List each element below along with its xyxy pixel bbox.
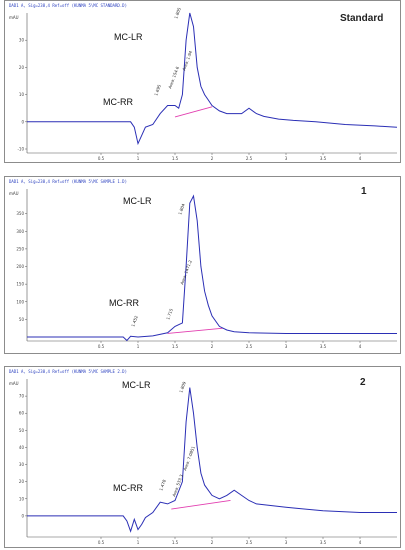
rt-annotation: 1.804 (177, 202, 186, 215)
y-tick-label: 0 (21, 513, 24, 518)
y-tick-label: 100 (16, 299, 24, 304)
x-tick-label: 0.5 (98, 156, 105, 161)
y-tick-label: 30 (19, 462, 25, 467)
y-tick-label: -10 (17, 147, 24, 152)
integration-baseline (171, 500, 231, 510)
y-tick-label: 30 (19, 38, 25, 43)
x-tick-label: 3.5 (320, 540, 327, 545)
chromatogram-plot: 0 10 20 30 40 50 60 70 0.5 1 1.5 2 2.5 3 3.5 4 1.809 1.47… (19, 379, 397, 545)
y-tick-label: 300 (16, 229, 24, 234)
rt-annotation: 1.452 (130, 314, 139, 327)
rt-annotation: 1.695 (153, 83, 162, 96)
chart-header: DAD1 A, Sig=238,4 Ref=off (KUNMA 5\MC ST… (9, 3, 128, 8)
chromatogram-plot: -10 0 10 20 30 0.5 1 1.5 2 2.5 3 3.5 4 1.805 1.695 Area… (17, 6, 398, 161)
x-tick-label: 1 (137, 540, 140, 545)
x-tick-label: 1 (137, 344, 140, 349)
x-tick-label: 2.5 (246, 540, 253, 545)
y-tick-label: 50 (19, 428, 25, 433)
chart-title: 2 (360, 377, 366, 388)
y-axis-label: mAU (9, 191, 19, 196)
chromatogram-trace (27, 194, 397, 342)
y-tick-label: 40 (19, 445, 25, 450)
peak-label-mc-rr: MC-RR (113, 483, 143, 493)
x-tick-label: 2 (211, 156, 214, 161)
y-axis-label: mAU (9, 15, 19, 20)
y-axis-label: mAU (9, 381, 19, 386)
x-tick-label: 2 (211, 344, 214, 349)
y-tick-label: 150 (16, 282, 24, 287)
rt-annotation: Area: 154.6 (167, 65, 180, 89)
x-tick-label: 4 (359, 344, 362, 349)
chart-header: DAD1 A, Sig=238,4 Ref=off (KUNMA 5\MC SA… (9, 179, 128, 184)
peak-label-mc-rr: MC-RR (103, 97, 133, 107)
x-tick-label: 1.5 (172, 156, 179, 161)
y-tick-label: 250 (16, 246, 24, 251)
integration-baseline (167, 327, 224, 334)
y-tick-label: 200 (16, 264, 24, 269)
chart-panel-standard: DAD1 A, Sig=238,4 Ref=off (KUNMA 5\MC ST… (4, 0, 401, 163)
rt-annotation: 1.805 (173, 6, 182, 19)
y-tick-label: 10 (19, 496, 25, 501)
rt-annotation: 1.715 (165, 307, 174, 320)
chart-header: DAD1 A, Sig=238,4 Ref=off (KUNMA 5\MC SA… (9, 369, 128, 374)
peak-label-mc-rr: MC-RR (109, 298, 139, 308)
x-tick-label: 3.5 (320, 156, 327, 161)
x-tick-label: 2.5 (246, 156, 253, 161)
chart-title: Standard (340, 13, 384, 24)
x-tick-label: 4 (359, 540, 362, 545)
y-tick-label: 0 (21, 119, 24, 124)
integration-baseline (174, 106, 213, 118)
rt-annotation: Area: 1471.2 (179, 259, 193, 285)
chromatogram-trace (27, 387, 397, 533)
y-tick-label: 50 (19, 317, 25, 322)
x-tick-label: 1.5 (172, 344, 179, 349)
x-tick-label: 2.5 (246, 344, 253, 349)
y-tick-label: 20 (19, 65, 25, 70)
x-tick-label: 0.5 (98, 344, 105, 349)
y-tick-label: 70 (19, 394, 25, 399)
chart-panel-1: DAD1 A, Sig=238,4 Ref=off (KUNMA 5\MC SA… (4, 176, 401, 354)
x-tick-label: 3.5 (320, 344, 327, 349)
peak-label-mc-lr: MC-LR (114, 32, 143, 42)
chart-panel-2: DAD1 A, Sig=238,4 Ref=off (KUNMA 5\MC SA… (4, 366, 401, 548)
x-tick-label: 2 (211, 540, 214, 545)
x-tick-label: 0.5 (98, 540, 105, 545)
x-tick-label: 3 (285, 156, 288, 161)
peak-label-mc-lr: MC-LR (122, 380, 151, 390)
x-tick-label: 1.5 (172, 540, 179, 545)
y-tick-label: 350 (16, 211, 24, 216)
peak-label-mc-lr: MC-LR (123, 196, 152, 206)
x-tick-label: 3 (285, 344, 288, 349)
chromatogram-plot: 50 100 150 200 250 300 350 0.5 1 1.5 2 2.5 3 3.5 4 1.80… (16, 189, 397, 349)
x-tick-label: 4 (359, 156, 362, 161)
chart-title: 1 (361, 186, 367, 197)
rt-annotation: 1.478 (158, 478, 167, 491)
rt-annotation: Area: 1.94 (181, 50, 193, 72)
x-tick-label: 1 (137, 156, 140, 161)
y-tick-label: 60 (19, 411, 25, 416)
chromatogram-trace (27, 12, 398, 146)
y-tick-label: 20 (19, 479, 25, 484)
x-tick-label: 3 (285, 540, 288, 545)
rt-annotation: 1.809 (178, 380, 187, 393)
y-tick-label: 10 (19, 92, 25, 97)
